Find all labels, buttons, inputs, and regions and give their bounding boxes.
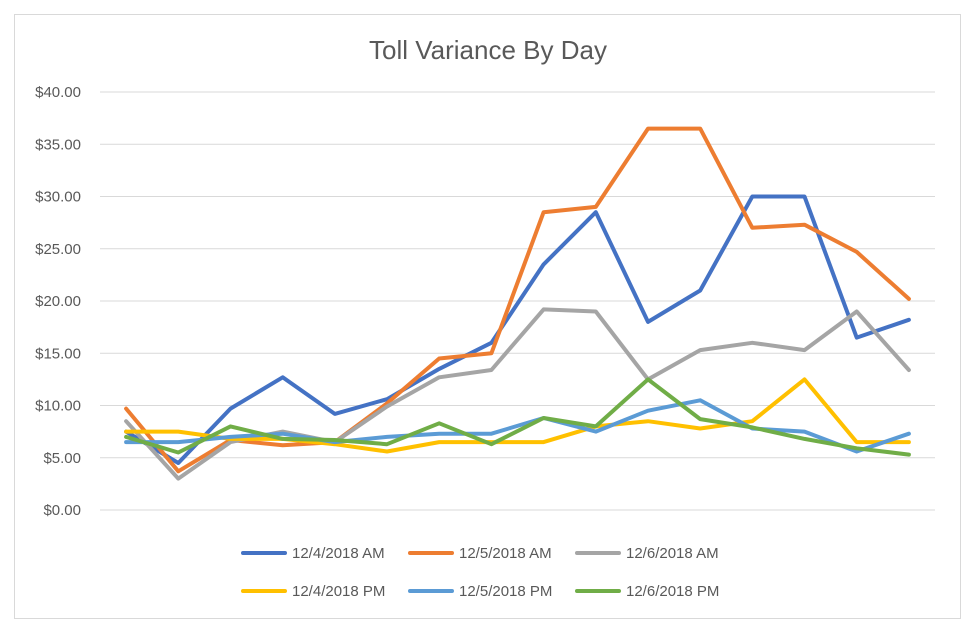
y-tick-label: $20.00 (35, 293, 81, 310)
series-line (124, 398, 911, 454)
legend-label: 12/4/2018 PM (292, 583, 385, 600)
y-tick-label: $40.00 (35, 84, 81, 101)
series-line (124, 307, 911, 481)
y-tick-label: $5.00 (43, 450, 81, 467)
series-line (124, 377, 911, 457)
legend: 12/4/2018 AM 12/5/2018 AM 12/6/2018 AM 12/4… (241, 545, 719, 600)
legend-label: 12/5/2018 PM (459, 583, 552, 600)
series-lines (124, 126, 911, 481)
legend-label: 12/5/2018 AM (459, 545, 552, 562)
y-tick-label: $25.00 (35, 241, 81, 258)
y-tick-label: $15.00 (35, 345, 81, 362)
chart-title: Toll Variance By Day (369, 35, 607, 65)
y-tick-label: $10.00 (35, 398, 81, 415)
chart-frame (14, 14, 961, 619)
legend-label: 12/6/2018 PM (626, 583, 719, 600)
legend-label: 12/6/2018 AM (626, 545, 719, 562)
legend-label: 12/4/2018 AM (292, 545, 385, 562)
y-tick-label: $35.00 (35, 136, 81, 153)
y-axis-ticks: $0.00 $5.00 $10.00 $15.00 $20.00 $25.00 $30.00… (35, 84, 81, 519)
series-line (124, 194, 911, 465)
y-tick-label: $0.00 (43, 502, 81, 519)
series-line (124, 377, 911, 454)
series-line (124, 126, 911, 474)
y-tick-label: $30.00 (35, 189, 81, 206)
